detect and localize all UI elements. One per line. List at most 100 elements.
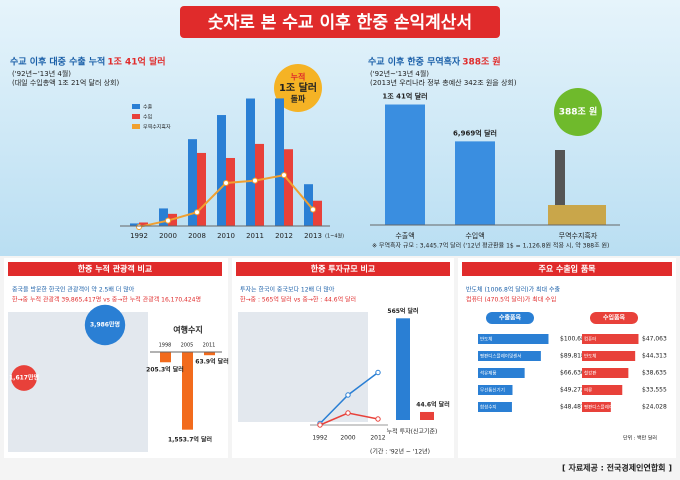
map <box>238 312 368 422</box>
item-label: 컴퓨터 <box>584 336 596 343</box>
bar <box>582 402 611 412</box>
section-text: 투자는 한국이 중국보다 12배 더 많아 <box>240 286 335 294</box>
bar <box>478 334 549 344</box>
x-tick-label: 2011 <box>246 232 264 240</box>
source: [ 자료제공 : 전국경제인연합회 ] <box>562 463 672 473</box>
section-text: 한→중 누적 관광객 39,865,417명 vs 중→한 누적 관광객 16,… <box>12 296 201 304</box>
section-header <box>236 262 450 276</box>
item-label: 석유제품 <box>480 370 497 377</box>
bar <box>197 152 206 226</box>
bar <box>478 351 541 361</box>
x-tick-label: 2000 <box>159 232 177 240</box>
bar <box>420 411 434 420</box>
section-title: 한중 누적 관광객 비교 <box>78 264 153 274</box>
x-tick-label: 수출액 <box>395 231 414 240</box>
chart-title: 여행수지 <box>173 325 202 335</box>
x-tick-label: 2010 <box>217 232 235 240</box>
figure <box>555 150 565 220</box>
bar <box>182 352 193 430</box>
legend-label: 수입 <box>143 114 152 121</box>
x-tick-label: 2005 <box>181 343 194 349</box>
money-pile <box>548 205 606 225</box>
bar <box>139 222 148 226</box>
item-label: 반도체 <box>480 336 492 343</box>
bar <box>582 351 636 361</box>
line-point <box>223 179 229 186</box>
x-tick-label: 2000 <box>340 435 355 442</box>
title-banner <box>180 6 500 38</box>
section-text: 컴퓨터 (470.5억 달러)가 최대 수입 <box>466 296 556 304</box>
value-label: $66,630 <box>560 370 585 377</box>
bar <box>478 402 512 412</box>
value-label: 3,986만명 <box>90 321 120 329</box>
legend-swatch <box>132 104 140 109</box>
line-point <box>345 410 351 416</box>
section-text: 중국을 방문한 한국인 관광객이 약 2.5배 더 많아 <box>12 286 135 294</box>
item-label: 합성수지 <box>480 404 497 411</box>
x-tick-label: 1992 <box>130 232 148 240</box>
x-tick-label: 무역수지흑자 <box>559 231 598 240</box>
line-point <box>252 177 258 184</box>
chart-title-highlight: 1조 41억 달러 <box>107 56 165 68</box>
bar <box>255 143 264 226</box>
period: (기간 : '92년 ~ '12년) <box>370 448 430 456</box>
list-header <box>486 312 534 324</box>
x-tick-label: 2013 <box>304 232 322 240</box>
list-header <box>590 312 638 324</box>
chart-subtitle: (2013년 우리나라 정부 총예산 342조 원을 상회) <box>370 78 517 87</box>
legend-label: 수출 <box>143 104 153 111</box>
bar <box>284 149 293 226</box>
list-title: 수출품목 <box>499 314 522 322</box>
bar <box>275 98 284 226</box>
value-label: 205.3억 달러 <box>146 366 184 374</box>
line-point <box>165 217 171 224</box>
value-label: 1조 41억 달러 <box>382 92 427 101</box>
item-label: 평판디스플레이및센서 <box>480 353 521 360</box>
caption: 누적 투자(신고기준) <box>387 428 438 436</box>
chart-subtitle: ('92년~'13년 4월) <box>12 69 71 78</box>
x-tick-label: 1992 <box>312 435 327 442</box>
bar <box>130 223 139 226</box>
value-label: $47,063 <box>642 336 667 343</box>
section-title: 주요 수출입 품목 <box>538 264 596 274</box>
badge <box>274 64 322 112</box>
bubble <box>11 365 37 391</box>
line-point <box>375 416 381 422</box>
item-label: 평판디스플레이및센서 <box>584 404 625 411</box>
chart-subtitle: ('92년~'13년 4월) <box>370 69 429 78</box>
bubble <box>84 304 126 346</box>
value-label: 44.6억 달러 <box>416 400 449 408</box>
x-tick-label: 2008 <box>188 232 206 240</box>
value-label: $24,028 <box>642 404 667 411</box>
x-tick-label: 1998 <box>159 343 172 349</box>
line-point <box>345 392 351 398</box>
bar <box>478 385 513 395</box>
line-point <box>194 209 200 216</box>
badge-text: 1조 달러 <box>279 81 317 94</box>
value-label: 1,617만명 <box>9 374 39 382</box>
x-tick-note: (1~4월) <box>325 233 344 240</box>
line-point <box>136 223 142 230</box>
x-tick-label: 2012 <box>275 232 293 240</box>
bar <box>160 352 171 363</box>
x-tick-label: 2011 <box>203 343 216 349</box>
item-label: 철강판 <box>584 370 596 377</box>
item-label: 반도체 <box>584 353 596 360</box>
line-point <box>317 422 323 428</box>
value-label: 565억 달러 <box>387 307 418 315</box>
value-label: 63.9억 달러 <box>195 358 228 366</box>
value-label: $48,487 <box>560 404 585 411</box>
bar <box>226 157 235 226</box>
item-label: 무선통신기기 <box>480 387 505 394</box>
value-label: $100,683 <box>560 336 589 343</box>
chart-title: 수교 이후 한중 무역흑자 <box>368 56 461 68</box>
legend-swatch <box>132 114 140 119</box>
bar <box>246 98 255 226</box>
bar <box>188 139 197 226</box>
value-label: $33,555 <box>642 387 667 394</box>
note: ※ 무역흑자 규모 : 3,445.7억 달러 ('12년 평균환율 1$ = … <box>372 242 609 250</box>
badge-text: 누적 <box>291 72 306 82</box>
value-label: $44,313 <box>642 353 667 360</box>
value-label: 1,553.7억 달러 <box>168 436 212 444</box>
